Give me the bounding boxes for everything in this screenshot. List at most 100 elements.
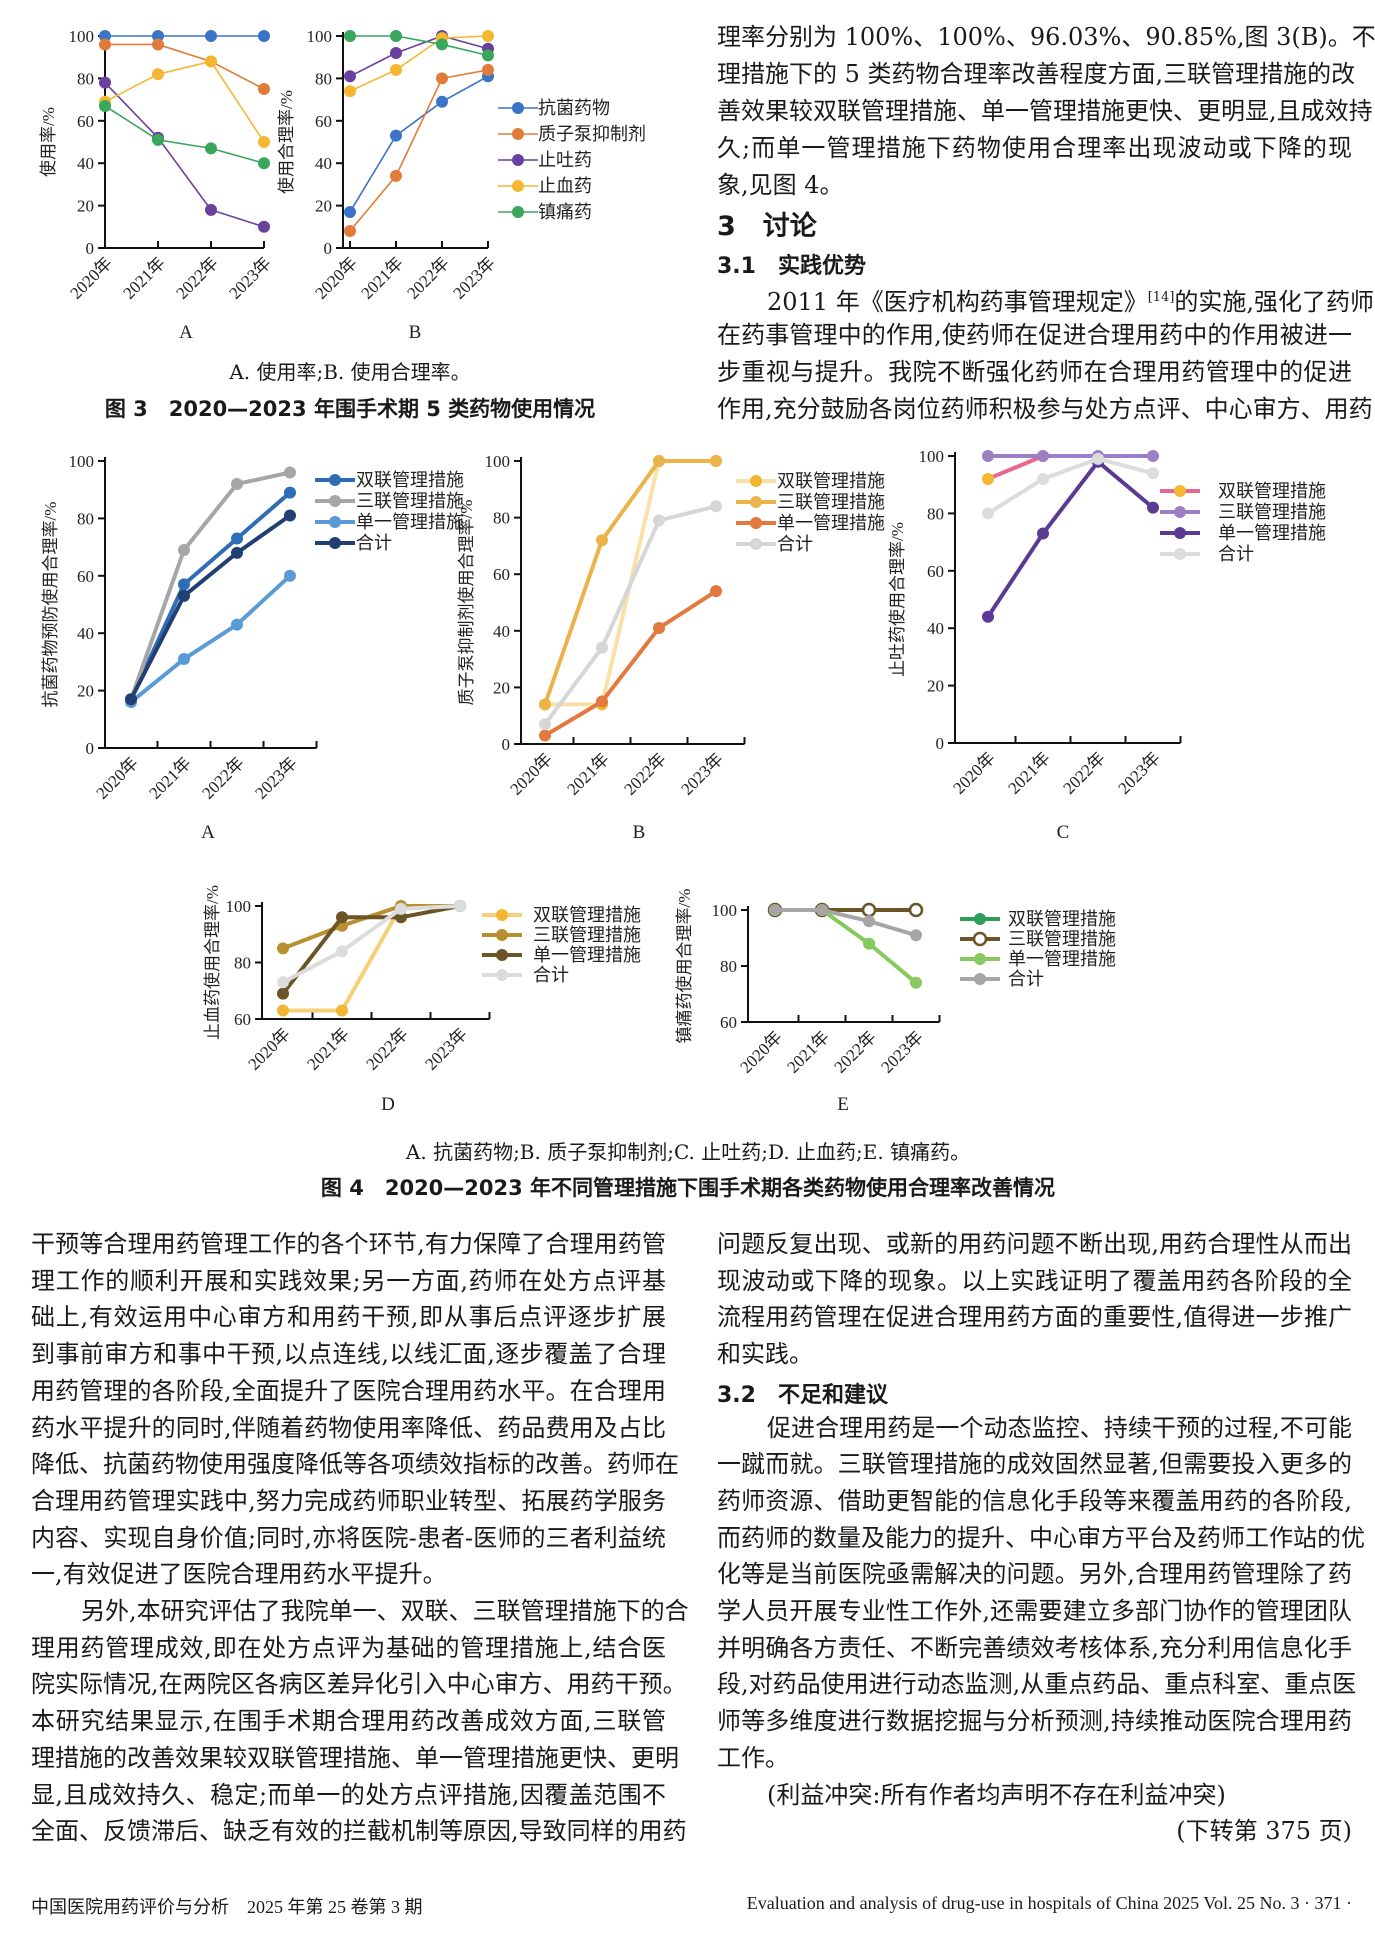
series-2 — [344, 30, 494, 83]
x-tick-label: 2021年 — [303, 1024, 352, 1073]
y-tick-label: 60 — [927, 562, 944, 581]
series-3 — [982, 452, 1159, 520]
series-line — [129, 491, 292, 701]
series-3 — [344, 30, 494, 98]
y-tick-label: 40 — [493, 622, 510, 641]
data-point — [277, 987, 289, 1000]
series-line — [349, 75, 489, 213]
x-tick-label: 2022年 — [620, 749, 669, 798]
x-tick-label: 2022年 — [362, 1024, 411, 1073]
data-point — [205, 203, 217, 216]
legend-label: 三联管理措施 — [356, 491, 464, 511]
legend-item: 抗菌药物 — [498, 98, 610, 118]
data-point — [710, 455, 722, 467]
data-point — [653, 621, 665, 634]
data-point — [344, 85, 356, 98]
legend-label: 双联管理措施 — [356, 470, 464, 490]
legend-marker — [1174, 485, 1186, 497]
legend-label: 合计 — [1008, 969, 1044, 989]
text-line: 而药师的数量及能力的提升、中心审方平台及药师工作站的优 — [717, 1523, 1365, 1552]
data-point — [231, 477, 243, 490]
legend-item: 双联管理措施 — [736, 471, 885, 491]
series-3 — [769, 904, 922, 942]
legend-marker — [974, 913, 986, 925]
panel-label: E — [837, 1094, 849, 1115]
data-point — [816, 904, 828, 916]
y-tick-label: 100 — [919, 447, 945, 466]
data-point — [1147, 501, 1159, 514]
text-line: 础上,有效运用中心审方和用药干预,即从事后点评逐步扩展 — [31, 1303, 666, 1332]
text-line: (下转第 375 页) — [1176, 1817, 1352, 1846]
legend-item: 三联管理措施 — [736, 492, 885, 512]
legend-marker — [750, 538, 762, 550]
data-point — [539, 729, 551, 742]
y-tick-label: 80 — [927, 504, 944, 523]
panel-label: A — [201, 822, 215, 843]
x-tick-label: 2022年 — [198, 753, 247, 802]
series-line — [104, 82, 265, 228]
x-tick-label: 2020年 — [66, 253, 115, 302]
data-point — [284, 569, 296, 582]
legend-item: 双联管理措施 — [482, 905, 641, 925]
text-line: 到事前审方和事中干预,以点连线,以线汇面,逐步覆盖了合理 — [31, 1340, 666, 1369]
legend-item: 单一管理措施 — [960, 949, 1116, 969]
text-line: 合理用药管理实践中,努力完成药师职业转型、拓展药学服务 — [31, 1486, 666, 1515]
text-span: 的实施,强化了药师 — [1174, 288, 1375, 316]
text-line: 本研究结果显示,在围手术期合理用药改善成效方面,三联管 — [31, 1707, 666, 1736]
x-tick-label: 2022年 — [172, 253, 221, 302]
x-tick-label: 2020年 — [244, 1024, 293, 1073]
data-point — [596, 641, 608, 654]
text-line: 内容、实现自身价值;同时,亦将医院-患者-医师的三者利益统 — [31, 1523, 666, 1552]
data-point — [710, 500, 722, 513]
legend-marker — [329, 516, 341, 528]
text-line: 一,有效促进了医院合理用药水平提升。 — [31, 1560, 447, 1589]
legend-item: 三联管理措施 — [960, 929, 1116, 949]
legend-item: 合计 — [482, 965, 569, 985]
data-point — [99, 30, 111, 42]
data-point — [1037, 527, 1049, 540]
panel-label: B — [409, 322, 422, 343]
legend-marker — [329, 474, 341, 486]
figure3-subcaption: A. 使用率;B. 使用合理率。 — [229, 360, 471, 384]
series-line — [282, 904, 461, 985]
legend-marker — [496, 929, 508, 941]
legend-label: 双联管理措施 — [1218, 481, 1326, 501]
panel-label: C — [1057, 822, 1070, 843]
series-line — [775, 908, 917, 938]
data-point — [436, 38, 448, 51]
legend-item: 单一管理措施 — [1160, 523, 1326, 543]
citation-ref[interactable]: [14] — [1147, 290, 1175, 305]
y-axis-label: 止吐药使用合理率/% — [887, 522, 907, 677]
text-line: 工作。 — [717, 1743, 789, 1772]
data-point — [178, 589, 190, 602]
x-tick-label: 2022年 — [830, 1027, 879, 1076]
text-line: 显,且成效持久、稳定;而单一的处方点评措施,因覆盖范围不 — [31, 1780, 666, 1809]
text-line: 用药管理的各阶段,全面提升了医院合理用药水平。在合理用 — [31, 1376, 666, 1405]
legend-marker — [1174, 527, 1186, 539]
data-point — [769, 904, 781, 916]
data-point — [390, 129, 402, 142]
y-tick-label: 40 — [77, 154, 94, 173]
legend-marker — [1174, 506, 1186, 518]
data-point — [436, 95, 448, 108]
data-point — [344, 70, 356, 83]
x-tick-label: 2023年 — [225, 253, 274, 302]
legend-label: 三联管理措施 — [533, 925, 641, 945]
series-line — [986, 456, 1154, 516]
text-line: 在药事管理中的作用,使药师在促进合理用药中的作用被进一 — [717, 321, 1352, 349]
legend-label: 双联管理措施 — [533, 905, 641, 925]
y-axis-label: 使用合理率/% — [276, 90, 296, 194]
text-line: 现波动或下降的现象。以上实践证明了覆盖用药各阶段的全 — [717, 1266, 1352, 1295]
section-heading-discussion: 3 讨论 — [717, 211, 817, 242]
text-line: 步重视与提升。我院不断强化药师在合理用药管理中的促进 — [717, 358, 1352, 386]
text-line: 象,见图 4。 — [717, 171, 844, 199]
series-line — [775, 908, 918, 985]
data-point — [178, 578, 190, 591]
data-point — [284, 486, 296, 499]
data-point — [258, 136, 270, 148]
x-tick-label: 2023年 — [449, 253, 498, 302]
data-point — [152, 30, 164, 42]
y-axis-label: 抗菌药物预防使用合理率/% — [40, 502, 60, 708]
data-point — [277, 942, 289, 955]
